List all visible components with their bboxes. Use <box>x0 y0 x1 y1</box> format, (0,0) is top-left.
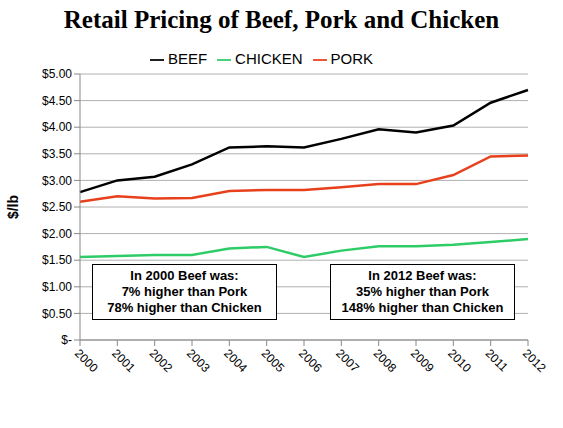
html-text:Retail Pricing of Beef, Pork a: Retail Pricing of Beef, Pork and Chicken <box>63 6 500 33</box>
svg-text:2008: 2008 <box>371 346 400 375</box>
svg-text:2003: 2003 <box>184 346 213 375</box>
svg-text:$1.50: $1.50 <box>42 253 72 267</box>
svg-text:$-: $- <box>61 333 72 347</box>
html-text:7% higher than Pork: 7% higher than Pork <box>121 284 248 299</box>
svg-text:$5.00: $5.00 <box>42 67 72 81</box>
html-text:In 2000 Beef was:: In 2000 Beef was: <box>130 268 239 283</box>
svg-text:2009: 2009 <box>408 346 437 375</box>
svg-text:$/lb: $/lb <box>5 195 21 219</box>
html-text:78% higher than Chicken: 78% higher than Chicken <box>107 300 262 315</box>
svg-text:$3.50: $3.50 <box>42 147 72 161</box>
svg-text:2010: 2010 <box>445 346 474 375</box>
svg-text:2000: 2000 <box>72 346 101 375</box>
html-text:148% higher than Chicken: 148% higher than Chicken <box>341 300 504 315</box>
html-text:BEEF: BEEF <box>167 50 208 67</box>
svg-text:2011: 2011 <box>483 346 511 374</box>
svg-text:$4.50: $4.50 <box>42 94 72 108</box>
html-text:35% higher than Pork: 35% higher than Pork <box>356 284 489 299</box>
html-text:CHICKEN: CHICKEN <box>235 50 303 67</box>
svg-text:2004: 2004 <box>221 346 250 375</box>
html-text:PORK: PORK <box>330 50 374 67</box>
svg-text:$1.00: $1.00 <box>42 280 72 294</box>
svg-text:2007: 2007 <box>333 346 362 375</box>
svg-text:$4.00: $4.00 <box>42 120 72 134</box>
svg-text:$0.50: $0.50 <box>42 307 72 321</box>
svg-text:2006: 2006 <box>296 346 325 375</box>
svg-text:2001: 2001 <box>109 346 138 375</box>
svg-text:$3.00: $3.00 <box>42 174 72 188</box>
svg-text:2012: 2012 <box>520 346 549 375</box>
svg-text:2002: 2002 <box>147 346 176 375</box>
svg-text:$2.00: $2.00 <box>42 227 72 241</box>
svg-text:2005: 2005 <box>259 346 288 375</box>
html-text:In 2012 Beef was:: In 2012 Beef was: <box>368 268 477 283</box>
svg-text:$2.50: $2.50 <box>42 200 72 214</box>
